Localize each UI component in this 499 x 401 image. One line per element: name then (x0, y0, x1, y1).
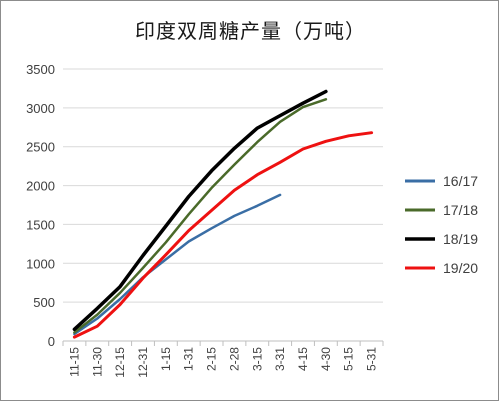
legend-label: 18/19 (443, 231, 478, 247)
gridlines (63, 68, 383, 303)
x-tick-label: 3-15 (250, 347, 264, 371)
y-tick-label: 0 (48, 334, 55, 349)
y-tick-label: 2000 (26, 179, 55, 194)
x-tick-label: 3-31 (273, 347, 287, 371)
legend-label: 17/18 (443, 202, 478, 218)
legend-label: 16/17 (443, 173, 478, 189)
x-tick-label: 11-30 (90, 347, 104, 377)
axes: 0 500 1000 1500 2000 2500 3000 3500 11-15 11-30 12… (26, 62, 384, 378)
series-line-19-20 (72, 131, 374, 339)
x-tick-label: 5-31 (365, 347, 379, 371)
series-lines (72, 89, 374, 339)
series-line-18-19 (72, 89, 328, 332)
legend: 16/17 17/18 18/19 19/20 (405, 173, 478, 276)
x-tick-label: 12-31 (136, 347, 150, 378)
x-tick-label: 5-15 (342, 347, 356, 371)
y-tick-label: 1000 (26, 256, 55, 271)
x-tick-label: 11-15 (67, 347, 81, 377)
x-tick-label: 2-28 (227, 347, 241, 371)
x-tick-label: 1-15 (159, 347, 173, 371)
y-tick-label: 3500 (26, 62, 55, 77)
x-tick-label: 4-30 (319, 347, 333, 371)
series-line-16-17 (73, 193, 282, 336)
x-tick-label: 12-15 (113, 347, 127, 378)
y-tick-label: 3000 (26, 101, 55, 116)
chart-title: 印度双周糖产量（万吨） (135, 19, 366, 43)
y-tick-label: 500 (33, 295, 55, 310)
x-tick-label: 4-15 (296, 347, 310, 371)
series-line-17-18 (73, 98, 328, 334)
y-tick-label: 2500 (26, 140, 55, 155)
legend-label: 19/20 (443, 260, 478, 276)
y-tick-label: 1500 (26, 217, 55, 232)
x-tick-label: 2-15 (205, 347, 219, 371)
x-tick-label: 1-31 (182, 347, 196, 371)
